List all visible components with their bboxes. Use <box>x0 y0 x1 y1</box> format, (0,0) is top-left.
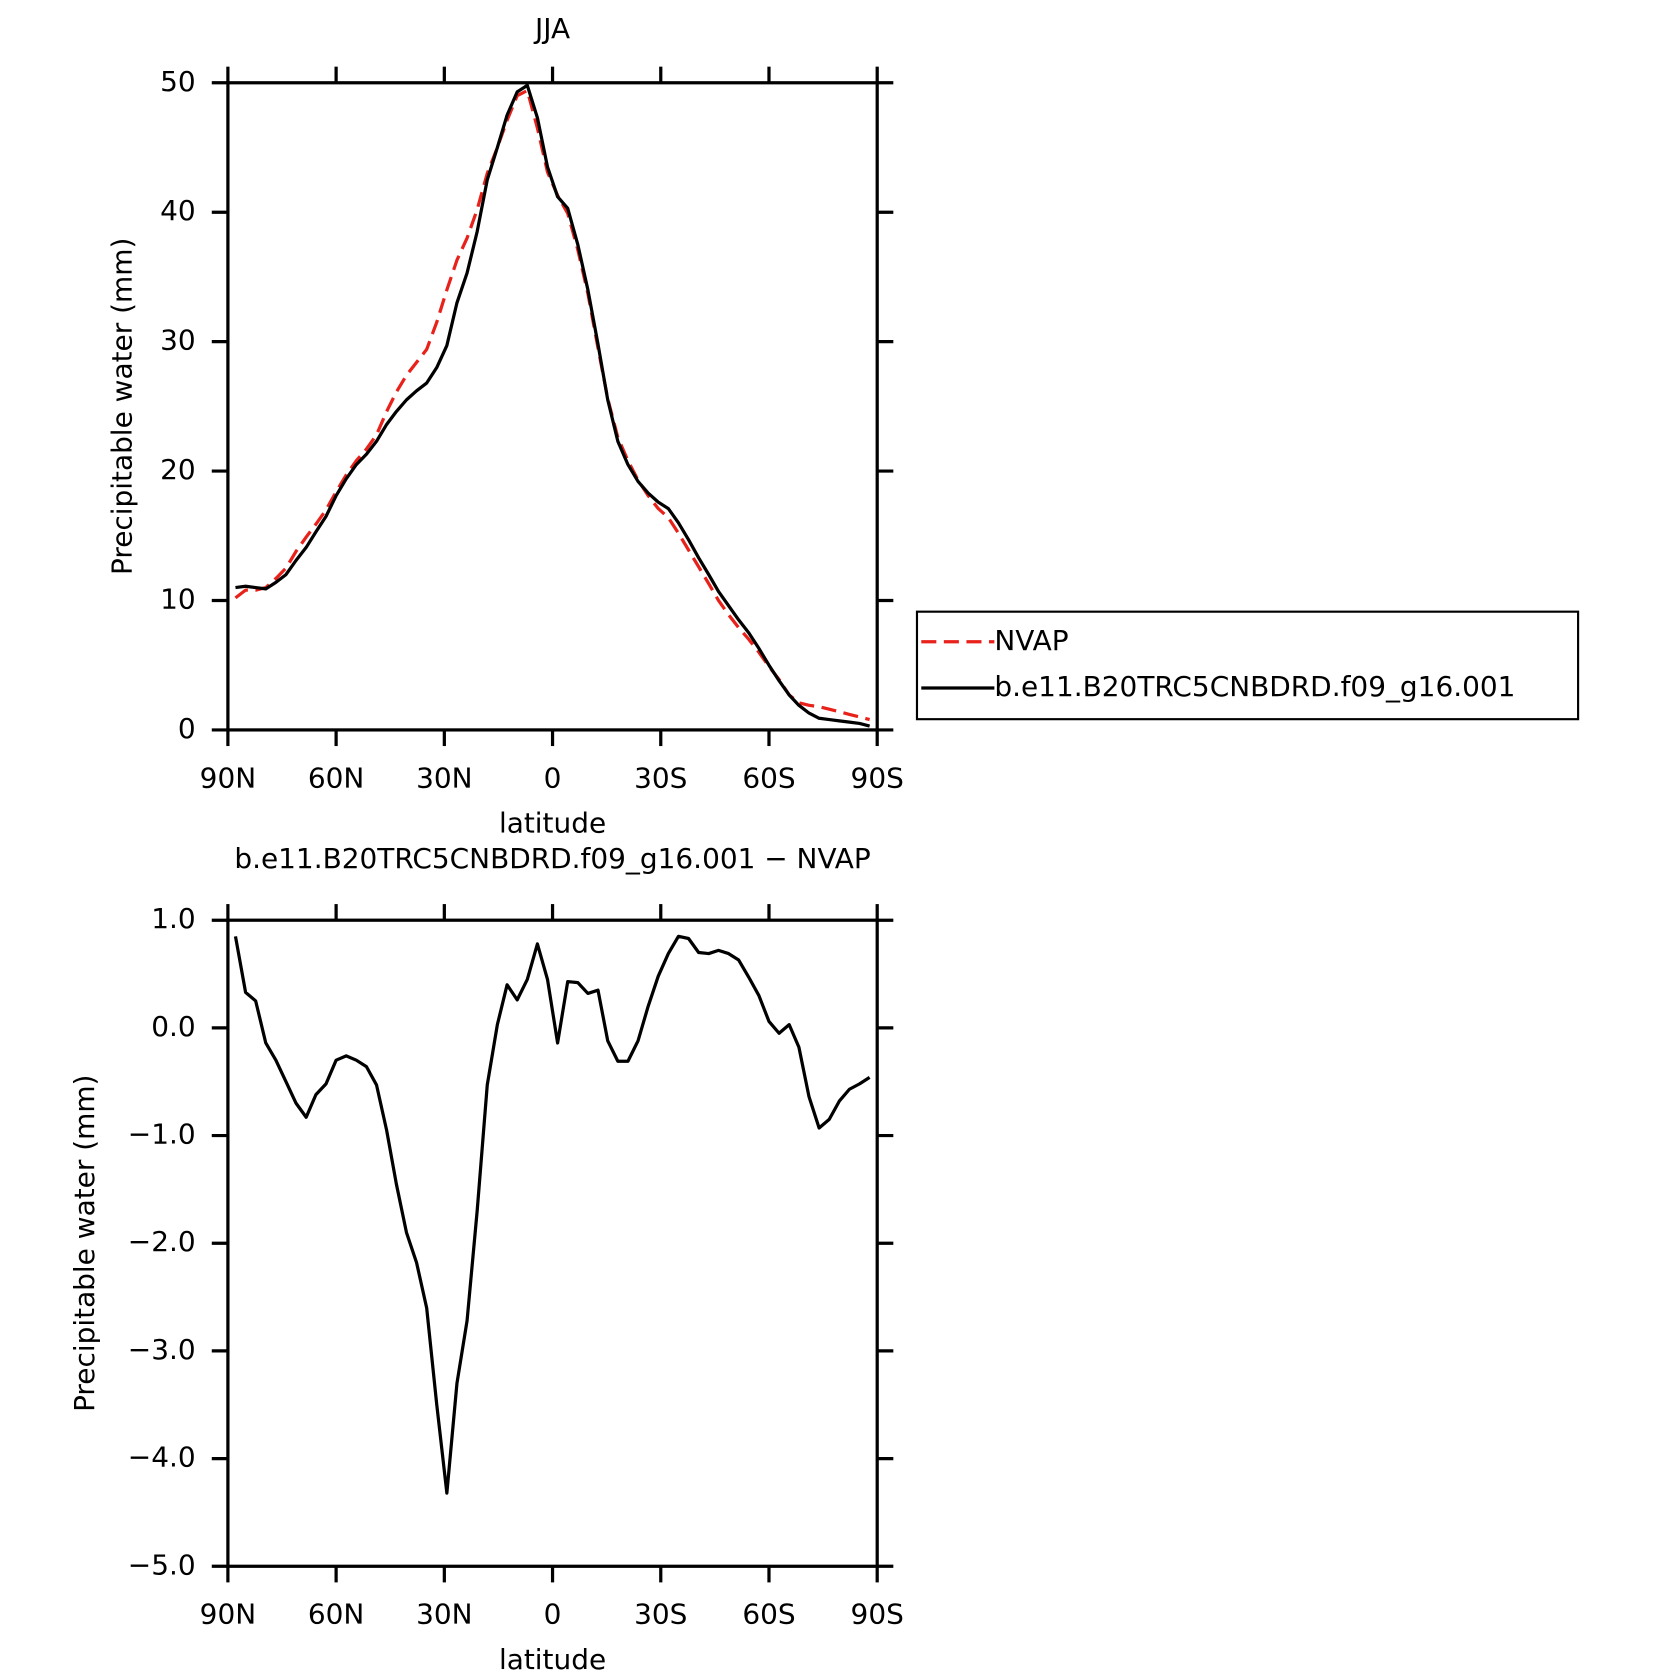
x-tick-label: 60N <box>308 761 364 794</box>
y-tick-label: −4.0 <box>128 1441 196 1474</box>
x-tick-label: 0 <box>544 1598 562 1631</box>
x-tick-label: 60S <box>742 761 795 794</box>
y-tick-label: 30 <box>160 324 196 357</box>
data-line <box>233 934 871 1495</box>
x-tick-label: 90S <box>851 761 904 794</box>
y-tick-label: 0.0 <box>151 1010 195 1043</box>
chart-title: JJA <box>533 12 570 45</box>
y-tick-label: 10 <box>160 582 196 615</box>
legend-label: b.e11.B20TRC5CNBDRD.f09_g16.001 <box>994 670 1515 703</box>
y-tick-label: −3.0 <box>128 1333 196 1366</box>
legend-box <box>915 610 1580 721</box>
x-tick-label: 90N <box>200 761 256 794</box>
x-tick-label: 90S <box>851 1598 904 1631</box>
y-tick-label: 1.0 <box>151 902 195 935</box>
y-axis-label: Precipitable water (mm) <box>106 238 139 575</box>
y-tick-label: 50 <box>160 65 196 98</box>
x-tick-label: 30N <box>416 1598 472 1631</box>
plot-frame <box>226 81 879 732</box>
data-line <box>235 83 871 728</box>
x-tick-label: 90N <box>200 1598 256 1631</box>
x-tick-label: 30S <box>634 761 687 794</box>
x-tick-label: 30S <box>634 1598 687 1631</box>
plot-frame <box>226 918 879 1568</box>
y-axis-label: Precipitable water (mm) <box>68 1075 101 1412</box>
x-axis-label: latitude <box>499 1643 606 1675</box>
y-tick-label: −1.0 <box>128 1118 196 1151</box>
legend-label: NVAP <box>994 624 1068 657</box>
x-tick-label: 60S <box>742 1598 795 1631</box>
y-tick-label: −2.0 <box>128 1225 196 1258</box>
y-tick-label: 20 <box>160 453 196 486</box>
y-tick-label: 0 <box>178 712 196 745</box>
x-tick-label: 60N <box>308 1598 364 1631</box>
x-axis-label: latitude <box>499 807 606 840</box>
figure-root: JJA latitude Precipitable water (mm) 0 10 20 3… <box>68 12 1580 1675</box>
y-tick-label: 40 <box>160 194 196 227</box>
x-tick-label: 0 <box>544 761 562 794</box>
y-tick-label: −5.0 <box>128 1548 196 1581</box>
x-tick-label: 30N <box>416 761 472 794</box>
chart-title: b.e11.B20TRC5CNBDRD.f09_g16.001 − NVAP <box>234 842 870 875</box>
